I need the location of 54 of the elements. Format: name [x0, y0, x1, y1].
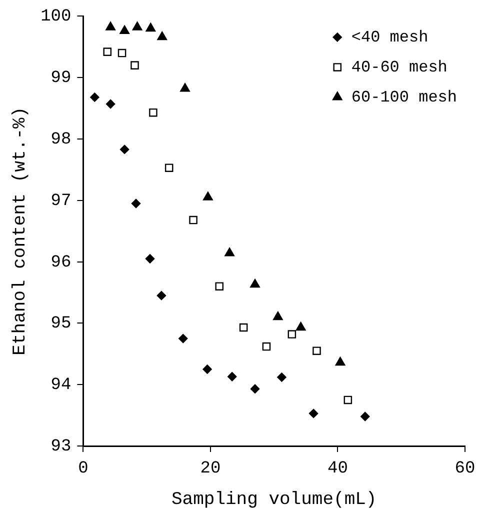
y-tick-label: 99 [50, 69, 72, 88]
point [224, 248, 234, 256]
y-tick-label: 95 [50, 314, 72, 334]
y-tick-label: 94 [50, 376, 72, 396]
point [335, 356, 346, 366]
x-axis-title: Sampling volume(mL) [171, 490, 377, 510]
point [189, 216, 198, 224]
y-tick-label: 93 [50, 438, 72, 456]
point [118, 48, 126, 58]
point [202, 364, 212, 374]
point [145, 254, 155, 264]
point [130, 61, 139, 70]
point [288, 330, 296, 338]
point [106, 22, 116, 30]
y-tick-label: 97 [50, 192, 72, 211]
point [228, 372, 237, 382]
point [120, 144, 130, 154]
legend-label: 60-100 mesh [351, 88, 458, 106]
x-tick-label: 60 [454, 460, 476, 479]
point [250, 278, 260, 288]
y-tick-label: 100 [40, 8, 72, 27]
point [277, 372, 286, 382]
point [157, 31, 168, 40]
point [90, 92, 100, 102]
point [149, 108, 158, 117]
point [120, 25, 130, 34]
point [106, 99, 116, 109]
point [103, 48, 112, 56]
y-tick-label: 98 [50, 130, 72, 150]
point [308, 408, 318, 418]
point [296, 322, 306, 331]
point [132, 22, 142, 30]
point [360, 412, 370, 422]
point [156, 290, 166, 300]
legend-label: 40-60 mesh [351, 58, 448, 76]
y-tick-label: 96 [50, 253, 72, 272]
x-tick-label: 40 [328, 460, 348, 479]
point [239, 323, 248, 332]
legend-label: <40 mesh [351, 28, 428, 46]
x-tick-label: 20 [200, 460, 221, 479]
point [272, 311, 283, 320]
point [215, 282, 224, 290]
point [262, 342, 271, 351]
point [131, 198, 141, 208]
point [312, 346, 321, 355]
y-axis-title: Ethanol content (wt.-%) [10, 106, 31, 356]
point [344, 396, 352, 404]
point [146, 22, 156, 32]
point [178, 334, 188, 344]
x-tick-label: 0 [78, 460, 88, 479]
point [250, 384, 260, 394]
point [164, 164, 174, 172]
point [202, 192, 213, 200]
point [180, 83, 190, 92]
